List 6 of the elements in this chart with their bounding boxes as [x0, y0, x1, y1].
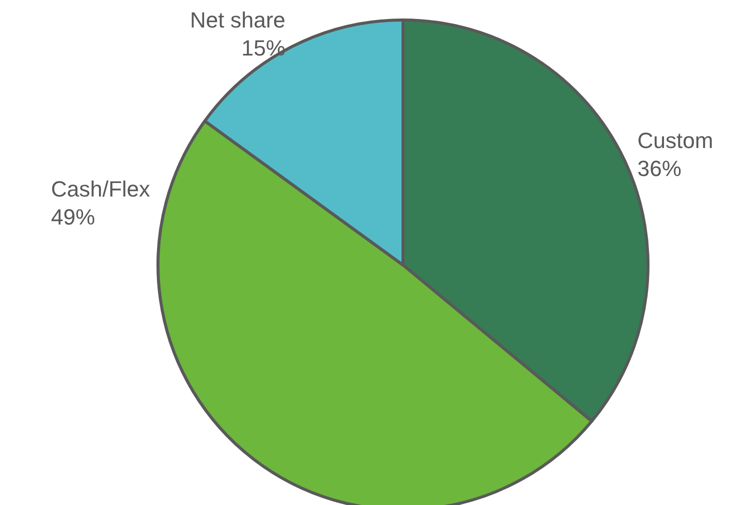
slice-label: Cash/Flex: [50, 176, 150, 202]
data-label: 49%: [50, 204, 96, 230]
data-label: 36%: [637, 156, 682, 182]
slice-label: Net share: [190, 8, 286, 33]
data-label: 15%: [241, 36, 286, 61]
slice-label: Custom: [637, 128, 714, 154]
